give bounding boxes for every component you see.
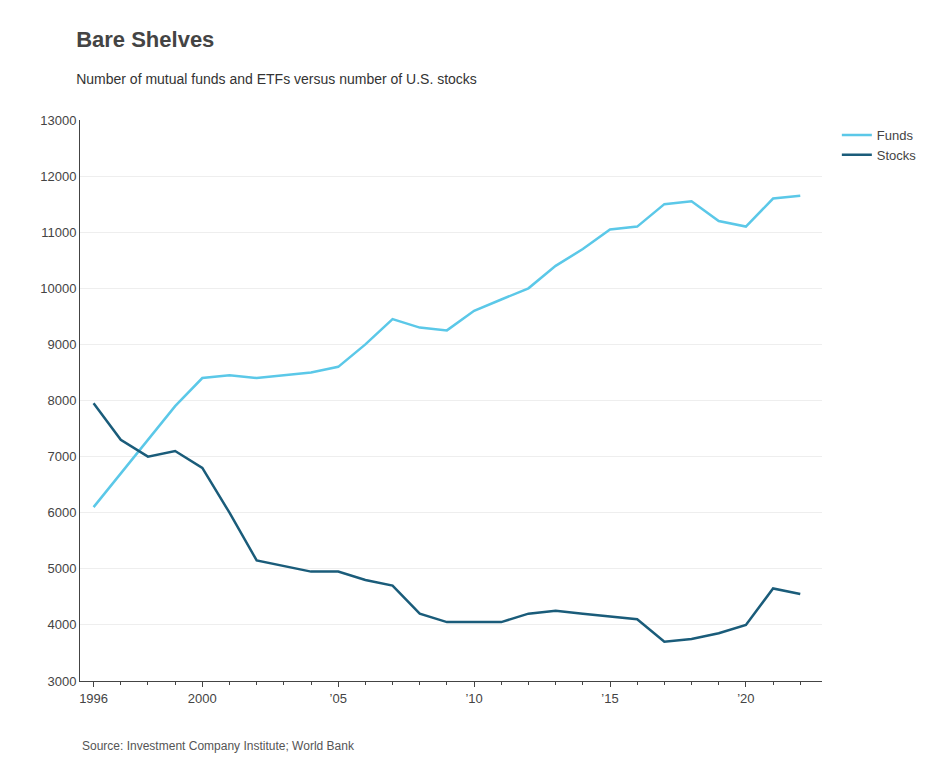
svg-text:9000: 9000 (47, 337, 76, 352)
svg-text:Funds: Funds (877, 128, 914, 143)
svg-text:2000: 2000 (188, 691, 217, 706)
svg-text:5000: 5000 (47, 561, 76, 576)
svg-text:Number of mutual funds and ETF: Number of mutual funds and ETFs versus n… (76, 71, 477, 87)
svg-text:6000: 6000 (47, 505, 76, 520)
svg-text:Source: Investment Company Ins: Source: Investment Company Institute; Wo… (82, 739, 355, 753)
svg-text:8000: 8000 (47, 393, 76, 408)
svg-text:Stocks: Stocks (877, 148, 917, 163)
svg-text:’05: ’05 (330, 691, 347, 706)
svg-text:3000: 3000 (47, 674, 76, 689)
svg-text:7000: 7000 (47, 449, 76, 464)
svg-text:Bare Shelves: Bare Shelves (76, 27, 214, 52)
svg-text:10000: 10000 (40, 281, 76, 296)
svg-text:’15: ’15 (601, 691, 618, 706)
svg-text:4000: 4000 (47, 617, 76, 632)
svg-text:’10: ’10 (465, 691, 482, 706)
svg-text:13000: 13000 (40, 113, 76, 128)
svg-text:’20: ’20 (737, 691, 754, 706)
svg-text:1996: 1996 (79, 691, 108, 706)
svg-text:11000: 11000 (41, 225, 76, 240)
svg-text:12000: 12000 (40, 169, 76, 184)
